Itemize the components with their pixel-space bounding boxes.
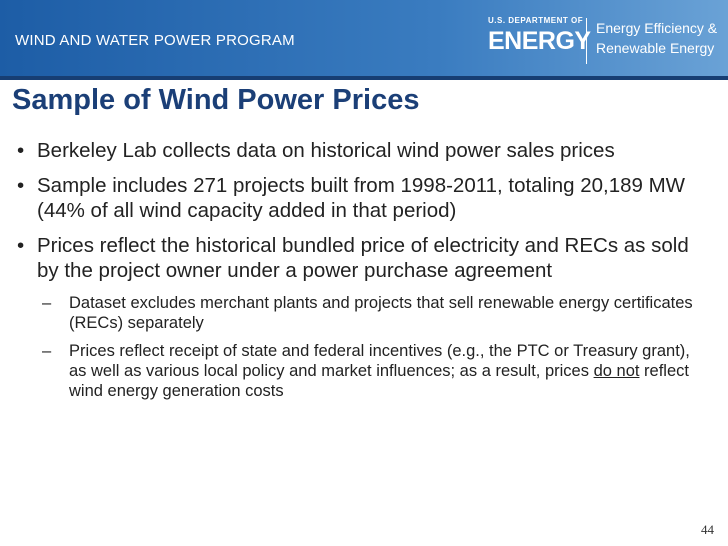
logo-department: U.S. DEPARTMENT OF xyxy=(488,16,584,25)
sub-bullet: Prices reflect receipt of state and fede… xyxy=(14,341,694,401)
slide-title: Sample of Wind Power Prices xyxy=(12,84,420,116)
bullet: Sample includes 271 projects built from … xyxy=(14,173,694,223)
bullet-list: Berkeley Lab collects data on historical… xyxy=(14,138,694,403)
logo-office: Energy Efficiency & xyxy=(596,20,718,36)
bullet: Berkeley Lab collects data on historical… xyxy=(14,138,694,163)
text: Prices reflect receipt of state and fede… xyxy=(69,342,690,380)
bullet: Prices reflect the historical bundled pr… xyxy=(14,233,694,283)
program-name: WIND AND WATER POWER PROGRAM xyxy=(15,32,295,49)
sub-bullet: Dataset excludes merchant plants and pro… xyxy=(14,293,694,333)
page-number: 44 xyxy=(701,522,714,537)
text: reflect wind energy generation costs xyxy=(69,362,689,400)
underlined-text: do not xyxy=(593,362,640,380)
header-bar xyxy=(0,0,728,76)
logo-agency: ENERGY xyxy=(488,27,591,55)
logo-office: Renewable Energy xyxy=(596,40,715,56)
header-stripe xyxy=(0,76,728,80)
logo-divider xyxy=(586,18,587,64)
